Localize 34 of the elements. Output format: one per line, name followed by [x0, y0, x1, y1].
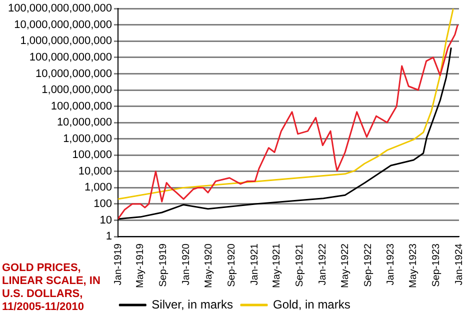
y-tick-label: 1,000,000	[63, 132, 112, 145]
x-tick-label: May-1921	[272, 243, 283, 288]
y-tick-label: 1,000	[84, 182, 112, 194]
y-tick-label: 1	[106, 230, 112, 243]
y-tick-label: 10,000,000,000	[36, 68, 112, 80]
x-tick-label: Jan-1924	[454, 243, 465, 286]
x-tick-label: Sep-1919	[158, 243, 170, 287]
x-tick-label: May-1920	[204, 243, 215, 288]
y-tick-label: 1,000,000,000,000	[20, 35, 112, 48]
x-tick-label: Jan-1920	[180, 243, 192, 286]
x-tick-label: May-1919	[135, 243, 146, 288]
legend-label: Silver, in marks	[152, 297, 234, 312]
x-tick-label: Jan-1923	[386, 243, 397, 286]
legend-label: Gold, in marks	[273, 297, 350, 312]
y-tick-label: 100,000	[72, 149, 112, 162]
y-tick-label: 1,000,000,000	[42, 84, 112, 96]
x-tick-label: Jan-1919	[112, 243, 124, 286]
x-tick-label: Sep-1922	[362, 243, 374, 287]
y-tick-label: 100,000,000,000,000	[8, 2, 112, 15]
x-tick-label: May-1923	[408, 243, 419, 288]
y-tick-label: 100,000,000	[50, 100, 112, 112]
x-tick-label: Jan-1922	[317, 243, 328, 286]
y-tick-label: 100	[94, 198, 112, 210]
x-tick-label: May-1922	[340, 243, 351, 288]
y-tick-label: 100,000,000,000	[29, 51, 112, 64]
y-tick-label: 10,000,000	[56, 116, 112, 129]
x-tick-label: Jan-1921	[249, 243, 260, 286]
y-tick-label: 10,000	[78, 165, 112, 178]
text: GOLD PRICES, LINEAR SCALE, IN U.S. DOLLARS, 11/2005-11/2010	[2, 262, 102, 314]
x-tick-label: Sep-1920	[226, 243, 238, 287]
x-tick-label: Sep-1923	[430, 243, 442, 287]
y-tick-label: 10	[100, 214, 112, 226]
x-tick-label: Sep-1921	[294, 243, 306, 287]
y-tick-label: 10,000,000,000,000	[14, 18, 112, 31]
